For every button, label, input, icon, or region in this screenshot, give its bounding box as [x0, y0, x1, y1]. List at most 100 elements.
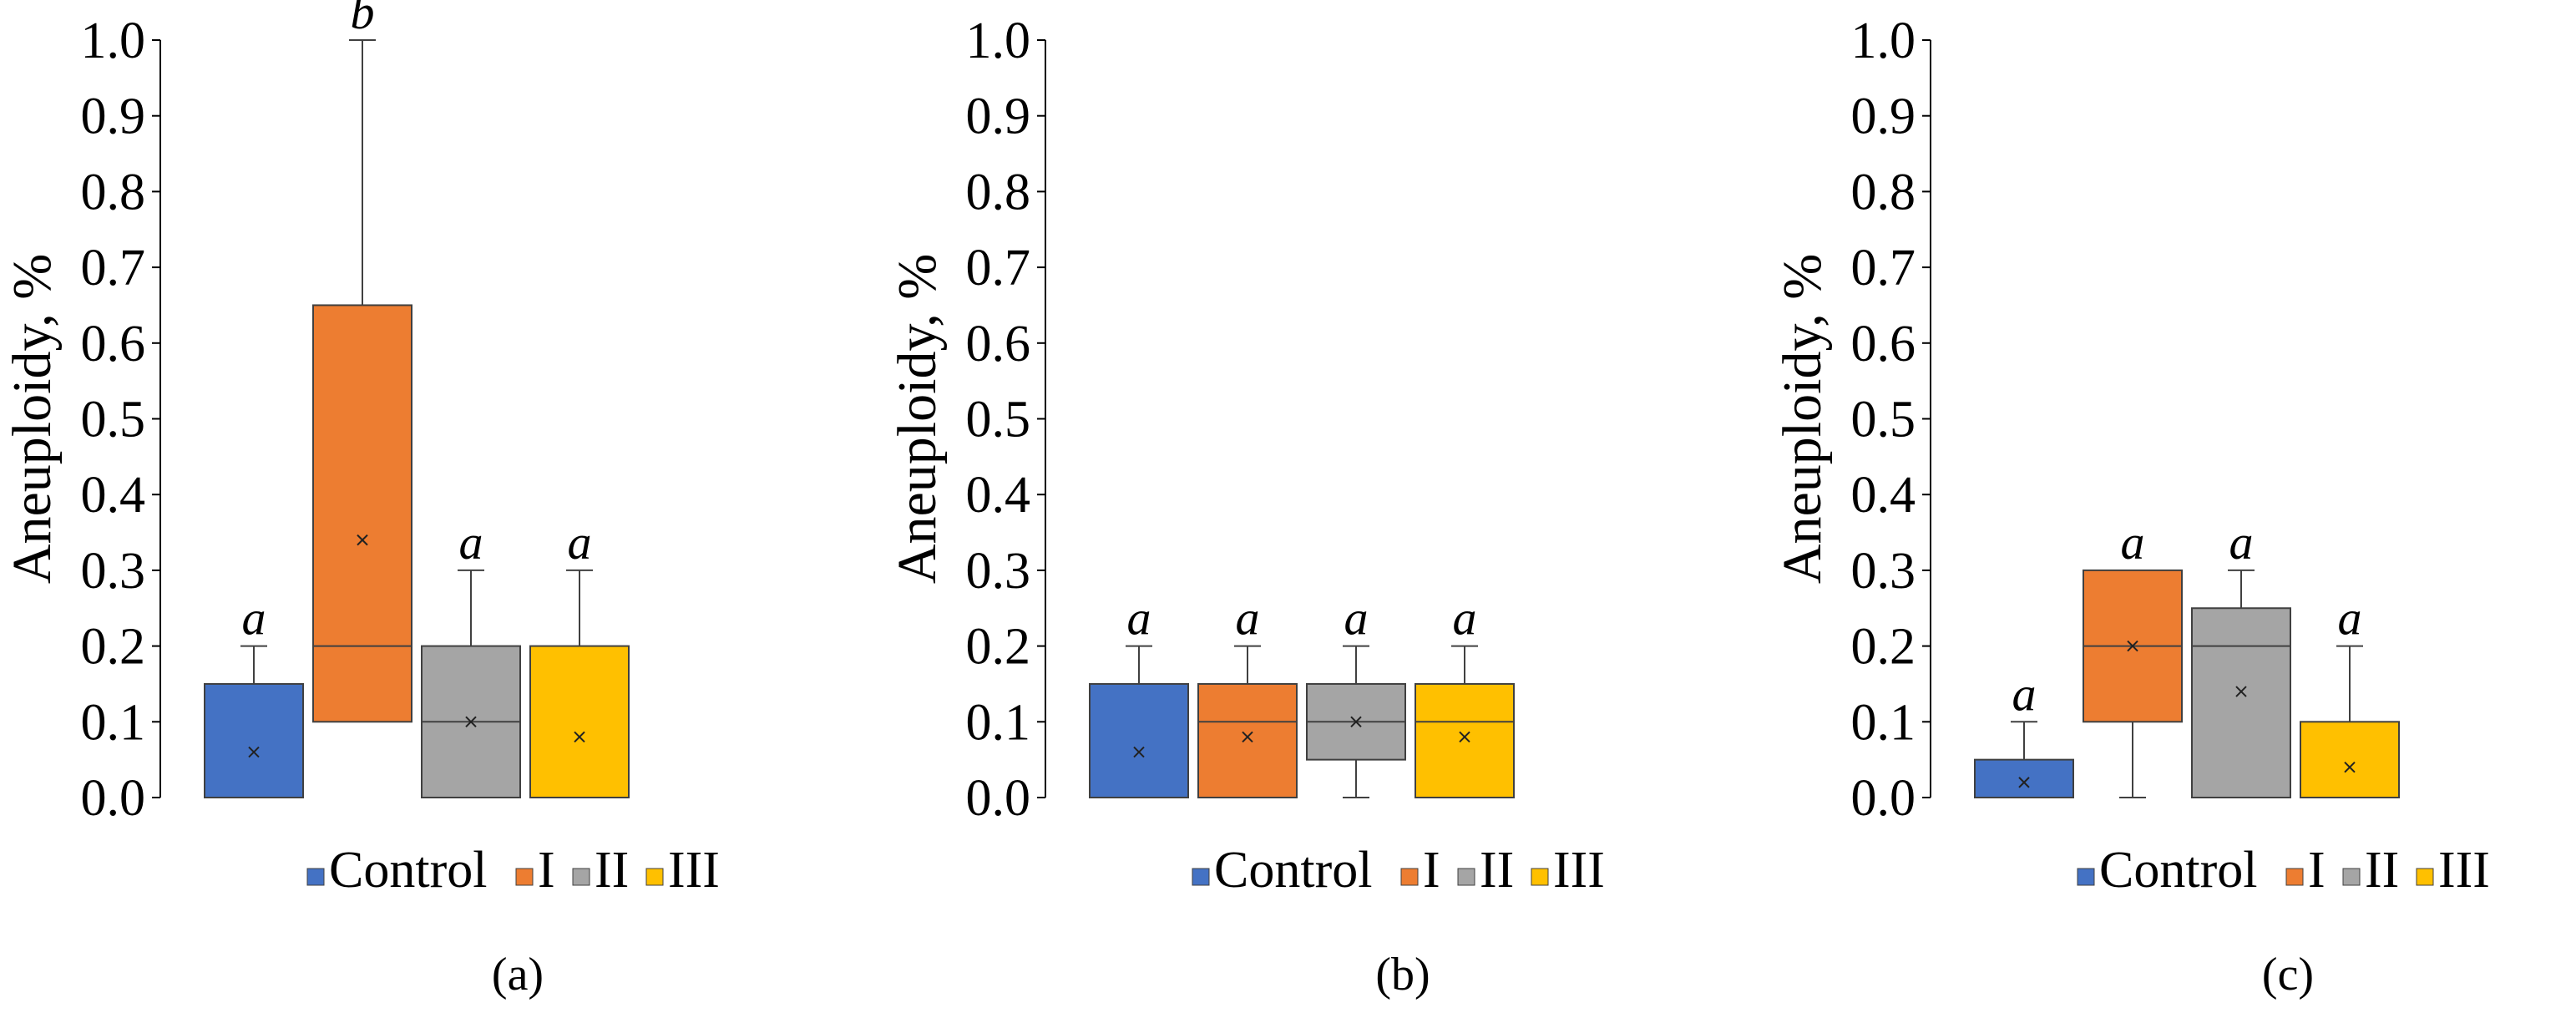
y-tick-label: 0.6 — [966, 316, 1031, 372]
legend-swatch-control — [1192, 868, 1210, 886]
box-body — [1089, 682, 1189, 799]
significance-letter: a — [2012, 666, 2037, 721]
significance-letter: a — [459, 515, 483, 570]
legend-swatch-i — [515, 868, 534, 886]
box-i: b — [312, 0, 412, 723]
y-tick-label: 0.8 — [966, 164, 1031, 220]
box-ii: a — [2191, 515, 2291, 798]
legend-swatch-ii — [1457, 868, 1475, 886]
box-control: a — [1974, 666, 2074, 799]
y-axis-title: Aneuploidy, % — [2, 254, 63, 584]
legend-label-iii: III — [668, 842, 720, 899]
y-tick-label: 0.0 — [966, 770, 1031, 827]
panel-label: (b) — [1375, 949, 1430, 1000]
significance-letter: a — [242, 591, 266, 646]
y-tick-label: 0.6 — [81, 316, 146, 372]
legend-swatch-i — [1400, 868, 1419, 886]
y-tick-label: 0.4 — [966, 467, 1031, 524]
y-tick-label: 0.2 — [81, 619, 146, 676]
y-tick-label: 0.9 — [966, 89, 1031, 145]
legend-swatch-ii — [572, 868, 590, 886]
y-tick-label: 0.5 — [966, 392, 1031, 448]
y-tick-label: 0.1 — [1851, 694, 1916, 751]
y-tick-label: 0.9 — [1851, 89, 1916, 145]
box-ii: a — [421, 515, 521, 798]
panel-label: (a) — [492, 949, 544, 1000]
mean-marker — [357, 534, 368, 546]
significance-letter: b — [351, 0, 375, 39]
y-tick-label: 0.4 — [1851, 467, 1916, 524]
legend-label-ii: II — [1480, 842, 1514, 899]
y-tick-label: 0.9 — [81, 89, 146, 145]
mean-marker — [2018, 777, 2030, 788]
y-tick-label: 0.2 — [966, 619, 1031, 676]
legend-label-i: I — [2308, 842, 2325, 899]
y-tick-label: 0.1 — [966, 694, 1031, 751]
y-tick-label: 0.5 — [81, 392, 146, 448]
mean-marker — [1350, 716, 1362, 728]
y-tick-label: 0.7 — [1851, 240, 1916, 296]
legend-swatch-iii — [645, 868, 664, 886]
y-tick-label: 0.6 — [1851, 316, 1916, 372]
y-tick-label: 1.0 — [81, 13, 146, 69]
box-iii: a — [529, 515, 630, 798]
legend: Control I II III — [2077, 842, 2490, 899]
box-body — [1197, 682, 1298, 799]
panel-b: 0.0 0.1 0.2 0.3 0.4 0.5 0.6 0.7 0.8 0.9 1.0 Aneuplo… — [887, 13, 1605, 1000]
y-tick-label: 0.0 — [81, 770, 146, 827]
legend-label-control: Control — [329, 842, 487, 899]
box-body — [1415, 682, 1515, 799]
y-tick-label: 0.0 — [1851, 770, 1916, 827]
y-tick-label: 0.7 — [81, 240, 146, 296]
legend-label-control: Control — [2099, 842, 2257, 899]
legend-label-ii: II — [2365, 842, 2399, 899]
y-tick-label: 0.3 — [966, 543, 1031, 600]
panel-label: (c) — [2262, 949, 2314, 1000]
mean-marker — [2127, 640, 2138, 652]
panel-c: 0.0 0.1 0.2 0.3 0.4 0.5 0.6 0.7 0.8 0.9 1.0 Aneuplo… — [1772, 13, 2490, 1000]
mean-marker — [1133, 746, 1145, 758]
box-body — [204, 682, 304, 799]
box-body — [2300, 721, 2400, 798]
legend-swatch-iii — [1531, 868, 1549, 886]
y-tick-label: 0.7 — [966, 240, 1031, 296]
y-tick-label: 0.5 — [1851, 392, 1916, 448]
legend-swatch-control — [306, 868, 325, 886]
significance-letter: a — [568, 515, 592, 570]
box-ii: a — [1306, 591, 1406, 798]
significance-letter: a — [2121, 515, 2145, 570]
box-body — [312, 304, 412, 723]
y-tick-label: 1.0 — [1851, 13, 1916, 69]
mean-marker — [2344, 762, 2356, 773]
y-tick-label: 0.3 — [1851, 543, 1916, 600]
box-i: a — [2083, 515, 2183, 798]
legend-swatch-control — [2077, 868, 2095, 886]
mean-marker — [465, 716, 477, 728]
legend: Control I II III — [306, 842, 720, 899]
y-tick-label: 1.0 — [966, 13, 1031, 69]
legend-label-i: I — [1423, 842, 1440, 899]
significance-letter: a — [1127, 591, 1151, 646]
y-tick-label: 0.3 — [81, 543, 146, 600]
legend: Control I II III — [1192, 842, 1605, 899]
y-tick-label: 0.1 — [81, 694, 146, 751]
mean-marker — [574, 731, 585, 743]
y-tick-label: 0.8 — [1851, 164, 1916, 220]
legend-label-iii: III — [1553, 842, 1605, 899]
mean-marker — [248, 746, 260, 758]
box-iii: a — [1415, 591, 1515, 799]
mean-marker — [2235, 686, 2247, 697]
legend-label-ii: II — [595, 842, 629, 899]
significance-letter: a — [2338, 591, 2362, 646]
significance-letter: a — [1344, 591, 1369, 646]
legend-label-i: I — [538, 842, 555, 899]
significance-letter: a — [2229, 515, 2254, 570]
y-axis-title: Aneuploidy, % — [1772, 254, 1833, 584]
y-tick-label: 0.2 — [1851, 619, 1916, 676]
significance-letter: a — [1453, 591, 1477, 646]
mean-marker — [1459, 731, 1470, 743]
significance-letter: a — [1236, 591, 1260, 646]
box-body — [2191, 607, 2291, 798]
box-body — [1974, 758, 2074, 799]
